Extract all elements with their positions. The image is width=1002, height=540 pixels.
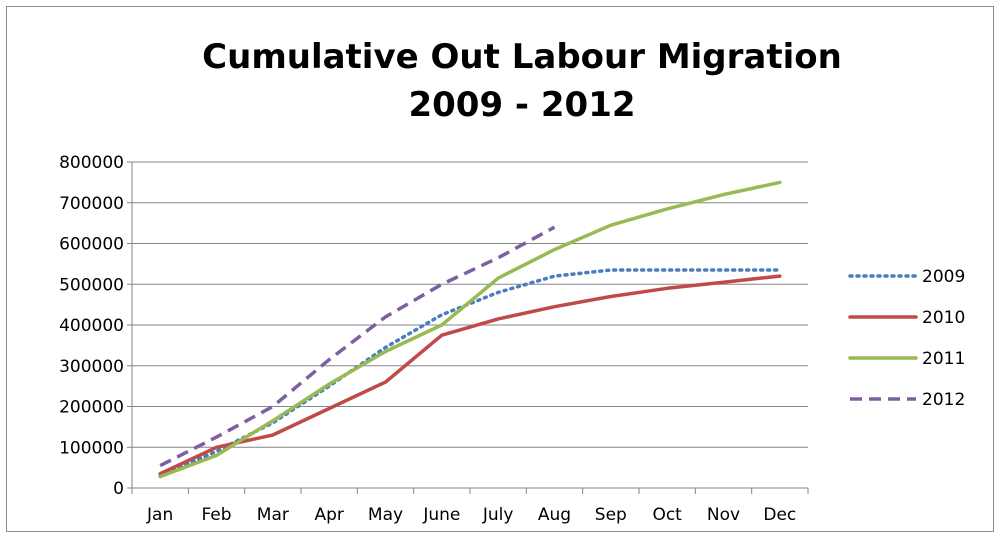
legend-label-2010: 2010: [922, 308, 965, 328]
x-tick-label: Dec: [763, 505, 796, 525]
legend-label-2009: 2009: [922, 267, 965, 287]
y-tick-label: 100000: [59, 438, 124, 458]
x-tick-label: Feb: [201, 505, 231, 525]
legend-label-2012: 2012: [922, 390, 965, 410]
y-tick-label: 800000: [59, 153, 124, 173]
x-tick-label: Sep: [595, 505, 627, 525]
y-tick-label: 0: [113, 479, 124, 499]
x-tick-label: Oct: [652, 505, 682, 525]
y-tick-label: 700000: [59, 194, 124, 214]
x-tick-label: Mar: [257, 505, 289, 525]
x-tick-label: May: [368, 505, 403, 525]
legend: 2009 2010 2011 2012: [848, 267, 965, 410]
x-tick-label: Apr: [314, 505, 343, 525]
y-tick-label: 600000: [59, 235, 124, 255]
axes: 0 100000 200000 300000 400000 500000 600000 700…: [59, 153, 809, 525]
x-tick-label: June: [422, 505, 460, 525]
chart-subtitle: 2009 - 2012: [408, 85, 635, 125]
gridlines: [132, 161, 808, 448]
series-lines: [158, 180, 782, 479]
x-tick-label: July: [482, 505, 514, 525]
x-tick-label: Jan: [146, 505, 173, 525]
y-tick-label: 200000: [59, 398, 124, 418]
series-line-2012: [159, 225, 556, 468]
x-tick-label: Nov: [707, 505, 740, 525]
legend-label-2011: 2011: [922, 349, 965, 369]
chart-frame: [6, 6, 994, 532]
series-line-2010: [158, 274, 782, 476]
y-tick-label: 300000: [59, 357, 124, 377]
y-tick-label: 500000: [59, 275, 124, 295]
series-line-2011: [158, 180, 782, 479]
y-tick-label: 400000: [59, 316, 124, 336]
chart-title: Cumulative Out Labour Migration: [202, 37, 842, 77]
x-tick-label: Aug: [538, 505, 571, 525]
